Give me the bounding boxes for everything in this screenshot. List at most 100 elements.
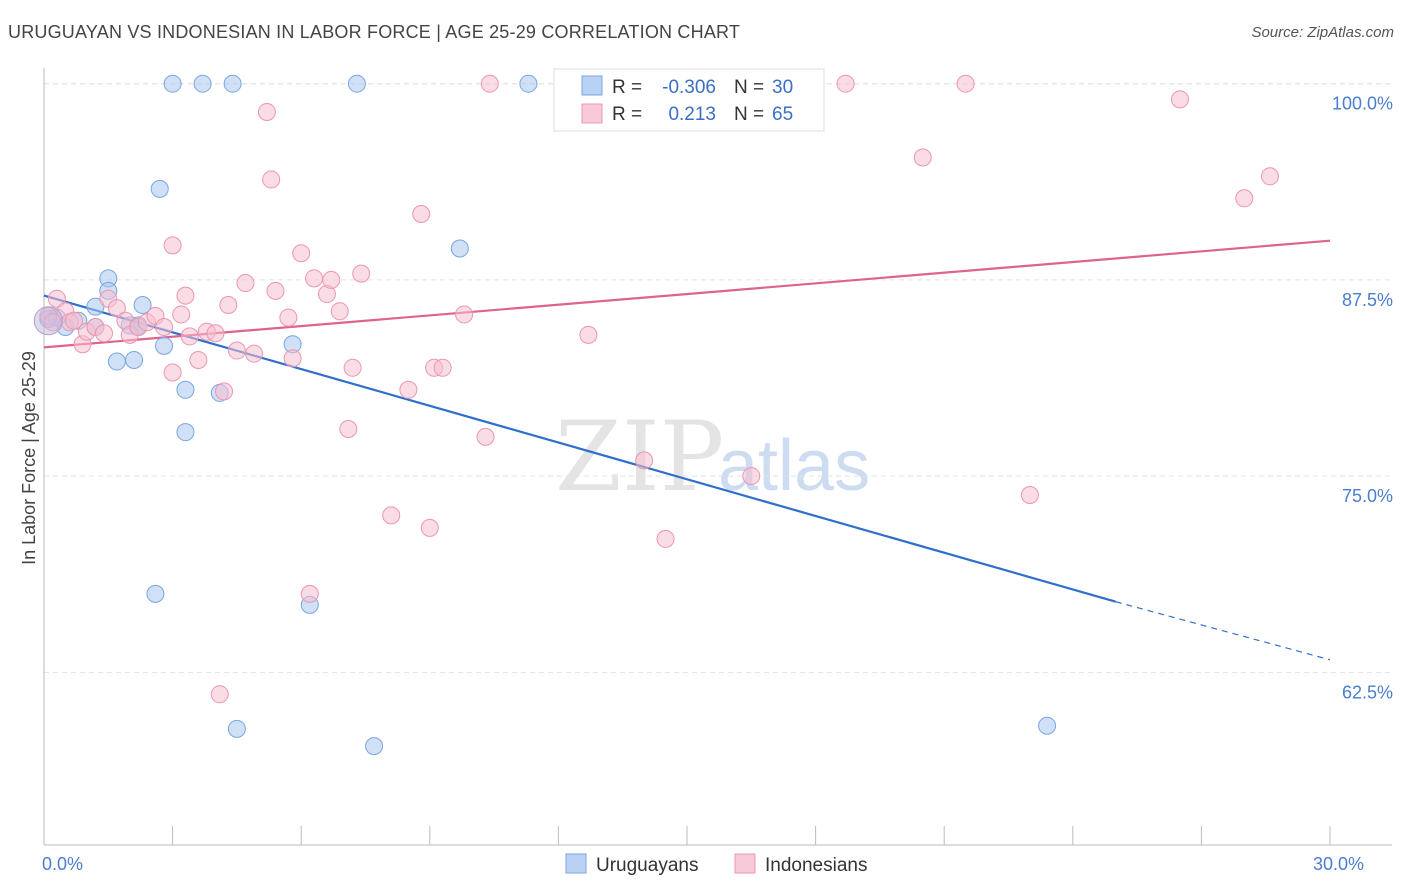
indonesian-point [343, 358, 362, 377]
uruguayan-point [133, 296, 152, 315]
indonesian-point [476, 427, 495, 446]
indonesian-point [579, 325, 598, 344]
indonesian-point [382, 506, 401, 525]
indonesian-point [180, 327, 199, 346]
series-legend: Uruguayans Indonesians [565, 853, 867, 876]
legend-n-value-2: 65 [772, 104, 793, 125]
indonesian-point [283, 349, 302, 368]
y-axis-label: In Labor Force | Age 25-29 [19, 351, 39, 565]
uruguayan-point [125, 350, 144, 369]
indonesian-point [305, 269, 324, 288]
watermark-atlas: atlas [718, 426, 870, 506]
uruguayan-point [150, 179, 169, 198]
legend-n-label-1: N = [734, 77, 764, 98]
chart-title: URUGUAYAN VS INDONESIAN IN LABOR FORCE |… [8, 22, 741, 42]
uruguayan-trend-line [43, 294, 1116, 603]
uruguayan-point [450, 239, 469, 258]
indonesian-point [215, 382, 234, 401]
series-legend-swatch-uruguayans [565, 853, 587, 874]
trend-lines [43, 239, 1331, 661]
uruguayan-point [176, 380, 195, 399]
uruguayan-point [193, 74, 212, 93]
indonesian-point [1260, 167, 1279, 186]
x-tick-label: 30.0% [1313, 854, 1364, 874]
uruguayan-point [107, 352, 126, 371]
indonesian-point [1020, 485, 1039, 504]
indonesian-point [107, 299, 126, 318]
indonesian-point [262, 170, 281, 189]
indonesian-point [163, 236, 182, 255]
indonesian-point [163, 363, 182, 382]
indonesian-point [266, 281, 285, 300]
indonesian-point [956, 74, 975, 93]
indonesian-point [656, 529, 675, 548]
legend-n-value-1: 30 [772, 77, 793, 98]
uruguayan-point [227, 719, 246, 738]
indonesian-point [913, 148, 932, 167]
indonesian-point [65, 311, 84, 330]
legend-r-label-1: R = [612, 77, 642, 98]
uruguayan-point [155, 336, 174, 355]
uruguayan-point [176, 423, 195, 442]
tick-labels: 100.0% 87.5% 75.0% 62.5% 0.0% 30.0% [42, 94, 1393, 874]
indonesian-point [210, 685, 229, 704]
uruguayan-point [347, 74, 366, 93]
indonesian-trend-line [43, 239, 1331, 349]
y-tick-label: 62.5% [1342, 682, 1393, 702]
data-points [33, 74, 1279, 756]
indonesian-point [189, 350, 208, 369]
indonesian-point [339, 420, 358, 439]
series-legend-label-uruguayans: Uruguayans [596, 855, 698, 876]
indonesian-point [155, 318, 174, 336]
indonesian-point [279, 308, 298, 327]
legend-n-label-2: N = [734, 104, 764, 125]
indonesian-point [836, 74, 855, 93]
indonesian-point [300, 584, 319, 603]
indonesian-point [1170, 90, 1189, 109]
indonesian-point [95, 324, 114, 343]
uruguayan-point [223, 74, 242, 93]
uruguayan-point [1038, 716, 1057, 735]
indonesian-point [399, 380, 418, 399]
y-tick-label: 100.0% [1332, 94, 1393, 114]
uruguayan-trend-extension [1115, 601, 1331, 661]
uruguayan-point [519, 74, 538, 93]
y-tick-label: 75.0% [1342, 486, 1393, 506]
x-tick-label: 0.0% [42, 854, 83, 874]
uruguayan-point [365, 737, 384, 756]
indonesian-point [292, 244, 311, 263]
indonesian-point [257, 102, 276, 121]
series-legend-swatch-indonesians [734, 853, 756, 874]
indonesian-point [1235, 189, 1254, 208]
indonesian-point [322, 270, 341, 289]
uruguayan-point [163, 74, 182, 93]
axes [43, 68, 1392, 846]
indonesian-point [742, 467, 761, 486]
uruguayan-point [146, 584, 165, 603]
indonesian-point [420, 518, 439, 537]
legend-r-value-2: 0.213 [668, 104, 716, 125]
indonesian-point [433, 358, 452, 377]
indonesian-point [172, 305, 191, 324]
legend-r-label-2: R = [612, 104, 642, 125]
legend-swatch-indonesians [581, 103, 603, 124]
indonesian-point [236, 274, 255, 293]
indonesian-point [480, 74, 499, 93]
indonesian-point [245, 344, 264, 363]
legend-r-value-1: -0.306 [662, 77, 716, 98]
indonesian-point [227, 341, 246, 360]
cluster-point [33, 306, 63, 336]
y-tick-label: 87.5% [1342, 290, 1393, 310]
indonesian-point [352, 264, 371, 283]
indonesian-point [635, 451, 654, 470]
chart-source: Source: ZipAtlas.com [1251, 24, 1394, 41]
indonesian-point [47, 289, 66, 308]
series-legend-label-indonesians: Indonesians [765, 855, 867, 876]
indonesian-point [206, 324, 225, 343]
indonesian-point [455, 305, 474, 324]
indonesian-point [176, 286, 195, 305]
indonesian-point [330, 302, 349, 321]
legend-swatch-uruguayans [581, 75, 603, 96]
indonesian-point [412, 204, 431, 223]
